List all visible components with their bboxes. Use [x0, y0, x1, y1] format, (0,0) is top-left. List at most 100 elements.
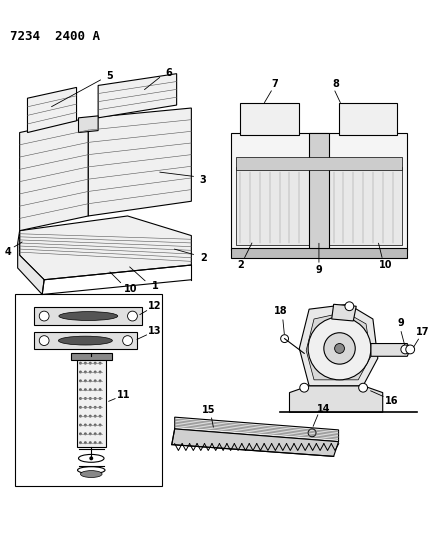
Text: 11: 11 [117, 390, 131, 400]
Circle shape [401, 345, 410, 354]
Circle shape [79, 415, 82, 418]
Text: 7234  2400 A: 7234 2400 A [10, 29, 100, 43]
Polygon shape [241, 103, 299, 135]
Circle shape [335, 344, 345, 353]
Polygon shape [329, 167, 402, 245]
Text: 14: 14 [317, 405, 330, 414]
Polygon shape [20, 216, 191, 280]
Circle shape [94, 362, 97, 365]
Polygon shape [231, 248, 407, 258]
Polygon shape [18, 231, 44, 294]
Circle shape [94, 370, 97, 374]
Circle shape [94, 379, 97, 382]
Polygon shape [71, 353, 112, 360]
Text: 18: 18 [274, 306, 288, 316]
Circle shape [79, 424, 82, 426]
Text: 2: 2 [237, 260, 244, 270]
Circle shape [89, 379, 92, 382]
Text: 10: 10 [379, 260, 392, 270]
Text: 6: 6 [165, 68, 172, 78]
Polygon shape [309, 133, 329, 251]
Text: 3: 3 [200, 175, 207, 184]
Circle shape [79, 441, 82, 444]
Circle shape [84, 370, 87, 374]
Circle shape [300, 383, 309, 392]
Ellipse shape [80, 471, 102, 478]
Circle shape [89, 362, 92, 365]
Circle shape [84, 441, 87, 444]
Circle shape [79, 379, 82, 382]
Text: 16: 16 [385, 397, 398, 407]
Circle shape [79, 397, 82, 400]
Polygon shape [34, 307, 142, 325]
Circle shape [98, 441, 101, 444]
Text: 5: 5 [107, 71, 113, 80]
Circle shape [359, 383, 368, 392]
Circle shape [94, 432, 97, 435]
Polygon shape [371, 344, 410, 356]
Polygon shape [172, 429, 339, 456]
Polygon shape [339, 103, 398, 135]
Circle shape [98, 379, 101, 382]
Circle shape [98, 406, 101, 409]
Polygon shape [235, 157, 402, 170]
Circle shape [89, 370, 92, 374]
Circle shape [39, 336, 49, 345]
Circle shape [79, 432, 82, 435]
Circle shape [94, 406, 97, 409]
Polygon shape [27, 87, 77, 133]
Circle shape [98, 424, 101, 426]
Circle shape [79, 370, 82, 374]
Text: 7: 7 [271, 79, 278, 90]
Circle shape [281, 335, 288, 343]
Text: 8: 8 [332, 79, 339, 90]
Circle shape [345, 302, 354, 311]
Polygon shape [299, 304, 378, 386]
Text: 17: 17 [416, 327, 428, 337]
Circle shape [79, 362, 82, 365]
Circle shape [84, 424, 87, 426]
Circle shape [98, 362, 101, 365]
Circle shape [89, 388, 92, 391]
Circle shape [84, 388, 87, 391]
Circle shape [89, 397, 92, 400]
Text: 9: 9 [315, 265, 322, 275]
Text: 15: 15 [202, 405, 216, 415]
Polygon shape [34, 332, 137, 350]
Circle shape [308, 317, 371, 380]
Circle shape [123, 336, 133, 345]
Circle shape [79, 406, 82, 409]
Circle shape [84, 415, 87, 418]
Circle shape [94, 424, 97, 426]
Polygon shape [235, 167, 309, 245]
Circle shape [84, 379, 87, 382]
Circle shape [98, 388, 101, 391]
Polygon shape [231, 133, 407, 251]
Circle shape [94, 441, 97, 444]
Circle shape [79, 388, 82, 391]
Text: 9: 9 [397, 318, 404, 328]
Polygon shape [78, 116, 98, 133]
Circle shape [84, 432, 87, 435]
Circle shape [324, 333, 355, 364]
Circle shape [89, 441, 92, 444]
Circle shape [84, 397, 87, 400]
Circle shape [128, 311, 137, 321]
Circle shape [98, 397, 101, 400]
Circle shape [89, 415, 92, 418]
Text: 4: 4 [4, 247, 11, 257]
Polygon shape [332, 304, 356, 321]
Circle shape [94, 388, 97, 391]
Circle shape [406, 345, 415, 354]
Polygon shape [77, 356, 106, 447]
Text: 12: 12 [148, 301, 162, 311]
Polygon shape [88, 108, 191, 216]
Circle shape [84, 406, 87, 409]
Ellipse shape [59, 312, 118, 320]
Circle shape [84, 362, 87, 365]
Circle shape [98, 415, 101, 418]
Text: 1: 1 [152, 281, 158, 290]
Circle shape [89, 456, 93, 461]
Circle shape [94, 397, 97, 400]
Polygon shape [20, 118, 88, 231]
